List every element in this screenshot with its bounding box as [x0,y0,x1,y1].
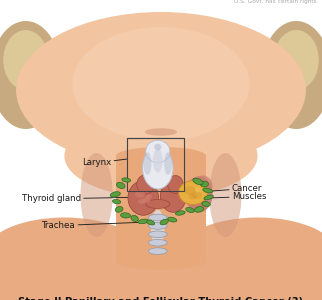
Ellipse shape [202,202,210,206]
Ellipse shape [209,153,242,237]
Ellipse shape [201,182,208,187]
Ellipse shape [117,182,125,188]
Ellipse shape [138,219,148,224]
Ellipse shape [160,181,186,212]
Bar [127,138,184,190]
Ellipse shape [193,178,203,185]
Ellipse shape [146,200,170,208]
Ellipse shape [138,199,145,204]
Ellipse shape [142,198,150,203]
Ellipse shape [154,144,161,150]
Ellipse shape [168,176,183,194]
Ellipse shape [261,21,322,129]
Ellipse shape [135,191,145,198]
Text: Trachea: Trachea [42,221,149,230]
Ellipse shape [146,194,152,199]
Ellipse shape [146,140,170,163]
Ellipse shape [80,153,113,237]
Ellipse shape [188,194,196,200]
Ellipse shape [0,21,61,129]
Ellipse shape [0,218,145,292]
Ellipse shape [131,215,138,221]
Ellipse shape [116,147,206,165]
Ellipse shape [164,152,172,175]
Ellipse shape [203,188,213,193]
Ellipse shape [72,27,250,141]
Ellipse shape [112,200,121,204]
Ellipse shape [194,207,204,212]
Ellipse shape [160,219,168,225]
Ellipse shape [142,147,173,189]
Ellipse shape [168,217,177,222]
Ellipse shape [115,206,123,212]
Ellipse shape [3,30,48,90]
Ellipse shape [204,195,213,200]
Ellipse shape [177,218,322,292]
Bar [116,156,206,261]
Ellipse shape [175,211,185,215]
Text: Cancer: Cancer [207,184,262,193]
Ellipse shape [148,223,167,229]
Ellipse shape [0,243,322,300]
Ellipse shape [153,148,163,172]
Text: © 2017 Terese Winslow LLC
U.S. Govt. has certain rights: © 2017 Terese Winslow LLC U.S. Govt. has… [234,0,317,4]
Ellipse shape [121,213,130,218]
Text: Stage II Papillary and Follicular Thyroid Cancer (3)
(55 years and older): Stage II Papillary and Follicular Thyroi… [18,297,304,300]
Ellipse shape [110,192,120,197]
Text: Muscles: Muscles [209,192,266,201]
Text: Thyroid gland: Thyroid gland [22,194,129,203]
Ellipse shape [64,114,258,198]
Ellipse shape [143,152,151,175]
Ellipse shape [186,207,194,213]
Ellipse shape [193,176,213,197]
Ellipse shape [122,178,131,182]
Ellipse shape [145,128,177,136]
Ellipse shape [137,175,155,194]
Ellipse shape [148,239,167,246]
Ellipse shape [185,176,213,212]
Ellipse shape [148,214,167,221]
Ellipse shape [148,248,167,254]
Text: Larynx: Larynx [82,158,127,167]
Ellipse shape [179,181,208,205]
Ellipse shape [184,186,196,195]
Ellipse shape [116,252,206,270]
Ellipse shape [194,187,202,192]
Ellipse shape [16,12,306,168]
Ellipse shape [192,191,202,199]
Ellipse shape [128,181,158,215]
Ellipse shape [151,210,165,246]
Ellipse shape [148,231,167,238]
Ellipse shape [147,220,155,225]
Ellipse shape [274,30,319,90]
